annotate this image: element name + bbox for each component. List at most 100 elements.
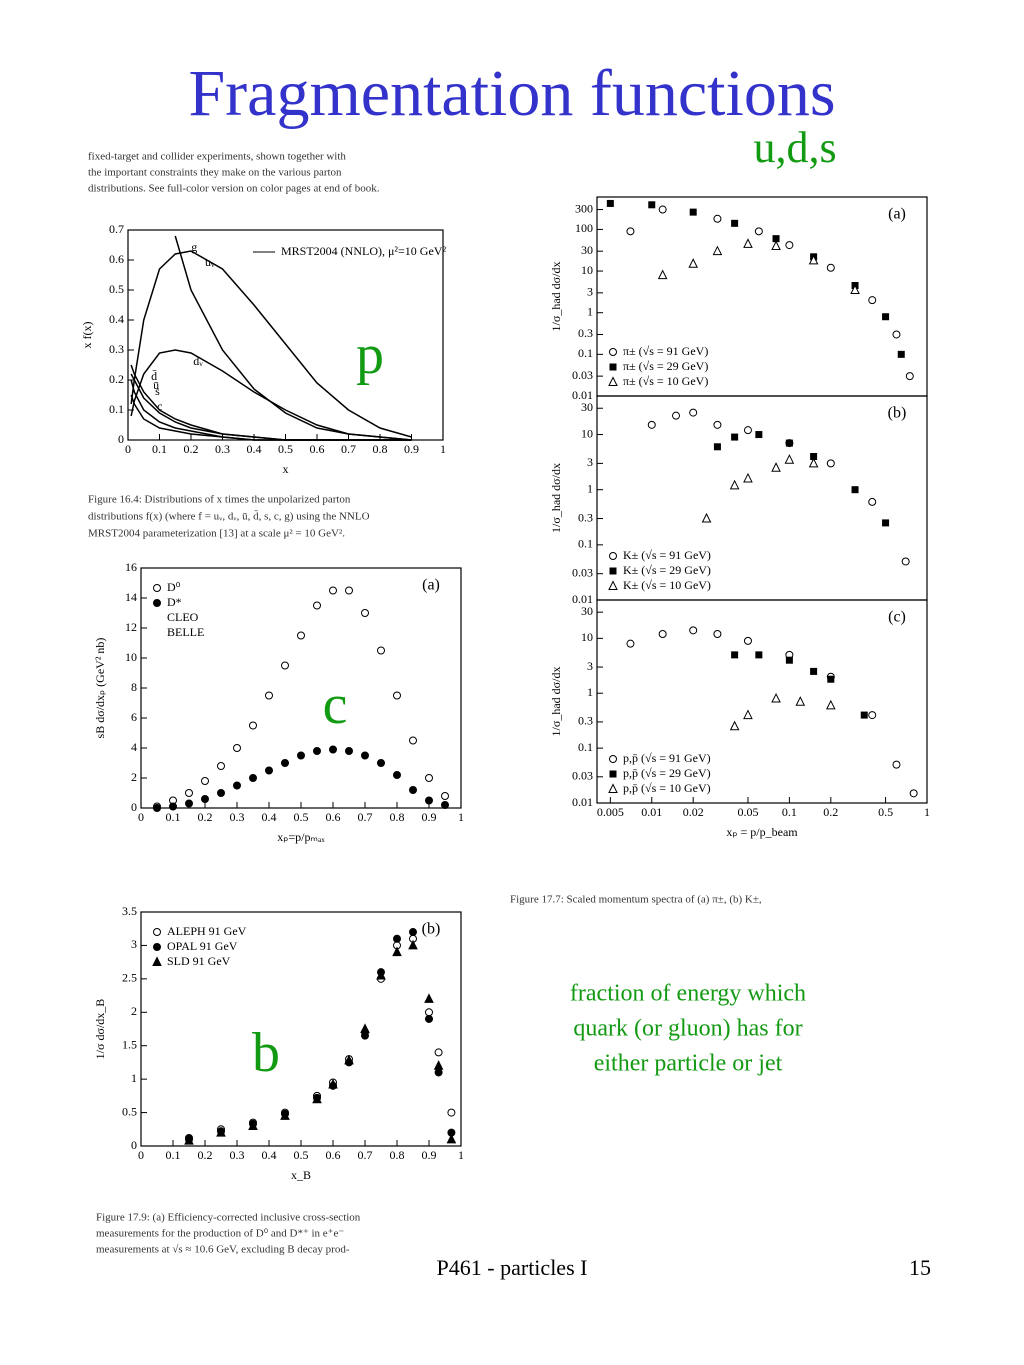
x-tick-label: 0.3 — [230, 1148, 245, 1162]
y-tick-label: 3.5 — [122, 904, 137, 918]
data-point — [344, 1054, 354, 1065]
data-point — [771, 692, 781, 703]
data-point — [392, 946, 402, 957]
y-tick-label: 10 — [581, 263, 593, 277]
data-point — [850, 284, 860, 295]
caption-line: the important constraints they make on t… — [88, 167, 342, 179]
data-point — [424, 993, 434, 1003]
data-point — [312, 1093, 322, 1104]
y-axis-label: 1/σ dσ/dx_B — [93, 999, 107, 1060]
y-tick-label: 0.03 — [572, 769, 593, 783]
data-point — [701, 512, 712, 523]
data-point — [882, 313, 890, 321]
y-tick-label: 0.03 — [572, 565, 593, 579]
data-point — [825, 699, 836, 710]
legend-row: CLEO — [167, 610, 199, 624]
caption-line: measurements for the production of D⁰ an… — [96, 1228, 344, 1240]
data-point — [393, 691, 401, 700]
x-tick-label: 0.7 — [341, 442, 356, 456]
data-point — [393, 934, 401, 943]
x-tick-label: 0.9 — [404, 442, 419, 456]
data-point — [265, 766, 273, 775]
data-point — [216, 1127, 226, 1137]
data-point — [361, 751, 369, 760]
y-tick-label: 0.1 — [578, 346, 593, 360]
data-point — [626, 639, 635, 648]
y-tick-label: 1 — [587, 685, 593, 699]
data-point — [689, 208, 697, 216]
legend-label: SLD 91 GeV — [167, 954, 231, 968]
y-tick-label: 10 — [581, 630, 593, 644]
data-point — [771, 240, 781, 250]
legend-marker — [609, 552, 617, 560]
data-point — [882, 519, 890, 527]
data-point — [409, 928, 417, 937]
caption-line: distributions. See full-color version on… — [88, 183, 380, 195]
data-point — [731, 433, 739, 441]
data-point — [606, 199, 614, 207]
data-point — [249, 774, 257, 782]
x-tick-label: 0.8 — [373, 442, 388, 456]
legend-label: K± (√s = 91 GeV) — [623, 548, 711, 562]
y-tick-label: 0.3 — [578, 510, 593, 524]
data-point — [784, 454, 795, 464]
x-tick-label: 0.7 — [358, 1148, 373, 1162]
y-tick-label: 1.5 — [122, 1037, 137, 1051]
legend-marker — [608, 783, 618, 793]
data-point — [909, 789, 918, 798]
x-tick-label: 0 — [125, 442, 131, 456]
data-point — [329, 586, 337, 595]
y-axis-label: 1/σ_had dσ/dx — [549, 262, 563, 332]
data-point — [810, 452, 818, 460]
data-point — [713, 630, 722, 639]
label-p: p — [356, 324, 384, 386]
x-tick-label: 0.1 — [152, 442, 167, 456]
legend-marker — [609, 348, 617, 356]
y-tick-label: 8 — [131, 680, 137, 694]
x-tick-label: 1 — [458, 810, 464, 824]
data-point — [361, 1031, 369, 1040]
data-point — [626, 227, 635, 236]
data-point — [892, 330, 901, 339]
data-point — [408, 939, 418, 950]
data-point — [901, 557, 910, 566]
x-axis-label: xₚ=p/pₘₐₓ — [277, 830, 325, 844]
x-tick-label: 1 — [924, 805, 930, 819]
data-point — [233, 744, 241, 752]
y-tick-label: 16 — [125, 560, 137, 574]
data-point — [281, 661, 289, 670]
legend-marker — [608, 376, 618, 386]
y-tick-label: 0.1 — [578, 537, 593, 551]
caption-line: distributions f(x) (where f = uᵥ, dᵥ, ū,… — [88, 510, 370, 522]
y-tick-label: 0.01 — [572, 795, 593, 809]
x-tick-label: 0.9 — [422, 810, 437, 824]
data-point — [826, 263, 835, 272]
y-tick-label: 0.5 — [109, 282, 124, 296]
y-axis-label: 1/σ_had dσ/dx — [549, 463, 563, 533]
legend-marker — [153, 928, 161, 936]
y-tick-label: 1 — [587, 304, 593, 318]
note-line: either particle or jet — [594, 1051, 783, 1077]
data-point — [425, 774, 433, 782]
caption-line: Figure 17.9: (a) Efficiency-corrected in… — [96, 1212, 361, 1224]
y-tick-label: 14 — [125, 590, 137, 604]
y-tick-label: 0.01 — [572, 592, 593, 606]
data-point — [755, 651, 763, 659]
y-tick-label: 30 — [581, 400, 593, 414]
data-point — [743, 709, 753, 720]
data-point — [729, 479, 740, 490]
data-point — [657, 269, 668, 280]
data-point — [217, 789, 225, 797]
data-point — [297, 751, 305, 760]
label-uds: u,d,s — [753, 123, 836, 172]
data-point — [892, 760, 901, 769]
data-point — [441, 801, 449, 809]
data-point — [671, 411, 680, 420]
panel-label: (b) — [888, 405, 907, 422]
y-tick-label: 0 — [131, 800, 137, 814]
legend-marker — [609, 363, 617, 371]
y-tick-label: 10 — [581, 426, 593, 440]
data-point — [376, 969, 386, 980]
x-tick-label: 0.4 — [262, 810, 277, 824]
data-point — [153, 804, 161, 812]
